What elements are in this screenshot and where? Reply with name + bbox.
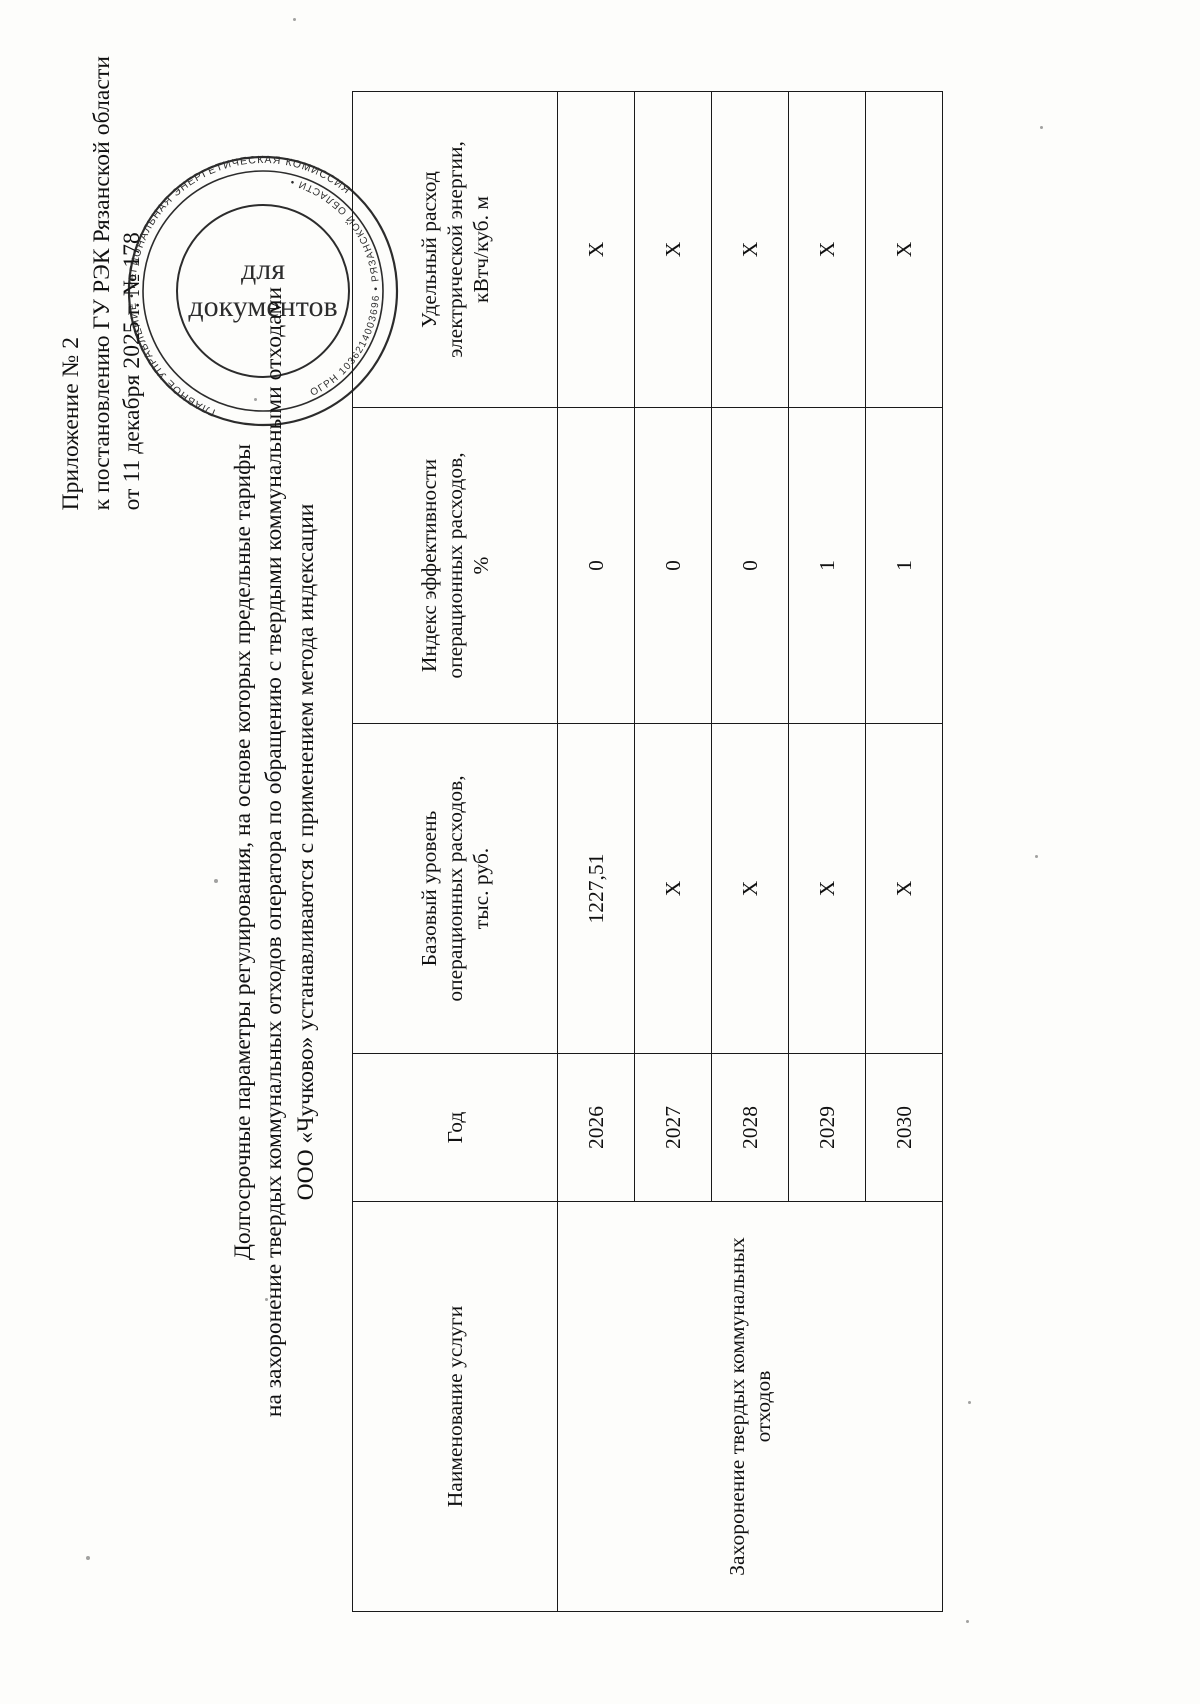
cell-year: 2028 bbox=[711, 1053, 789, 1202]
cell-year: 2027 bbox=[634, 1053, 712, 1202]
table-header-row: Наименование услуги Год Базовый уровень … bbox=[352, 91, 558, 1612]
col-header-base-level-line-2: операционных расходов, bbox=[442, 775, 467, 1002]
cell-year: 2026 bbox=[557, 1053, 635, 1202]
cell-specific-energy: X bbox=[634, 91, 712, 408]
scan-speckle bbox=[968, 1401, 971, 1404]
col-header-specific-energy-line-2: электрической энергии, bbox=[442, 141, 467, 358]
scan-speckle bbox=[86, 1556, 90, 1560]
cell-year: 2030 bbox=[865, 1053, 943, 1202]
col-header-base-level-line-1: Базовый уровень bbox=[416, 810, 441, 967]
table-body: Захоронение твердых коммунальных отходов… bbox=[557, 91, 943, 1612]
header-line-2: к постановлению ГУ РЭК Рязанской области bbox=[88, 56, 115, 511]
col-header-specific-energy: Удельный расход электрической энергии, к… bbox=[352, 91, 558, 408]
service-name-line-1: Захоронение твердых коммунальных bbox=[724, 1237, 749, 1576]
col-header-base-level: Базовый уровень операционных расходов, т… bbox=[352, 723, 558, 1054]
svg-text:для: для bbox=[241, 253, 285, 286]
title-line-3: ООО «Чучково» устанавливаются с применен… bbox=[292, 503, 319, 1201]
col-header-service: Наименование услуги bbox=[352, 1201, 558, 1612]
col-header-specific-energy-line-1: Удельный расход bbox=[416, 171, 441, 328]
header-line-1: Приложение № 2 bbox=[58, 336, 84, 511]
cell-base-level: X bbox=[711, 723, 789, 1054]
title-line-2: на захоронение твердых коммунальных отхо… bbox=[261, 286, 288, 1418]
scan-speckle bbox=[265, 1298, 268, 1301]
col-header-efficiency-index-line-1: Индекс эффективности bbox=[416, 458, 441, 673]
cell-base-level: 1227,51 bbox=[557, 723, 635, 1054]
document-title: Долгосрочные параметры регулирования, на… bbox=[228, 0, 322, 1704]
col-header-efficiency-index-line-3: % bbox=[469, 556, 494, 575]
cell-service-name: Захоронение твердых коммунальных отходов bbox=[557, 1201, 943, 1612]
cell-specific-energy: X bbox=[865, 91, 943, 408]
cell-base-level: X bbox=[788, 723, 866, 1054]
scan-speckle bbox=[1035, 855, 1038, 858]
table-row: Захоронение твердых коммунальных отходов… bbox=[557, 91, 943, 1612]
service-name-line-2: отходов bbox=[751, 1370, 775, 1443]
cell-efficiency-index: 0 bbox=[711, 407, 789, 724]
svg-text:документов: документов bbox=[188, 290, 337, 323]
scan-speckle bbox=[1040, 126, 1043, 129]
cell-efficiency-index: 1 bbox=[865, 407, 943, 724]
scan-speckle bbox=[293, 18, 296, 21]
cell-efficiency-index: 0 bbox=[634, 407, 712, 724]
parameters-table: Наименование услуги Год Базовый уровень … bbox=[352, 91, 943, 1612]
parameters-table-wrapper: Наименование услуги Год Базовый уровень … bbox=[352, 91, 943, 1612]
scan-speckle bbox=[214, 879, 218, 883]
col-header-service-line-1: Наименование услуги bbox=[442, 1305, 467, 1508]
cell-efficiency-index: 1 bbox=[788, 407, 866, 724]
col-header-base-level-line-3: тыс. руб. bbox=[469, 847, 494, 930]
col-header-year-line-1: Год bbox=[442, 1111, 467, 1144]
cell-specific-energy: X bbox=[557, 91, 635, 408]
cell-specific-energy: X bbox=[711, 91, 789, 408]
col-header-year: Год bbox=[352, 1053, 558, 1202]
cell-base-level: X bbox=[865, 723, 943, 1054]
scan-speckle bbox=[966, 1620, 969, 1623]
col-header-specific-energy-line-3: кВтч/куб. м bbox=[469, 196, 494, 303]
scan-speckle bbox=[254, 398, 257, 401]
title-line-1: Долгосрочные параметры регулирования, на… bbox=[230, 443, 256, 1261]
cell-year: 2029 bbox=[788, 1053, 866, 1202]
col-header-efficiency-index: Индекс эффективности операционных расход… bbox=[352, 407, 558, 724]
cell-specific-energy: X bbox=[788, 91, 866, 408]
official-stamp: ГЛАВНОЕ УПРАВЛЕНИЕ • РЕГИОНАЛЬНАЯ ЭНЕРГЕ… bbox=[126, 154, 399, 427]
cell-base-level: X bbox=[634, 723, 712, 1054]
col-header-efficiency-index-line-2: операционных расходов, bbox=[442, 452, 467, 679]
cell-efficiency-index: 0 bbox=[557, 407, 635, 724]
